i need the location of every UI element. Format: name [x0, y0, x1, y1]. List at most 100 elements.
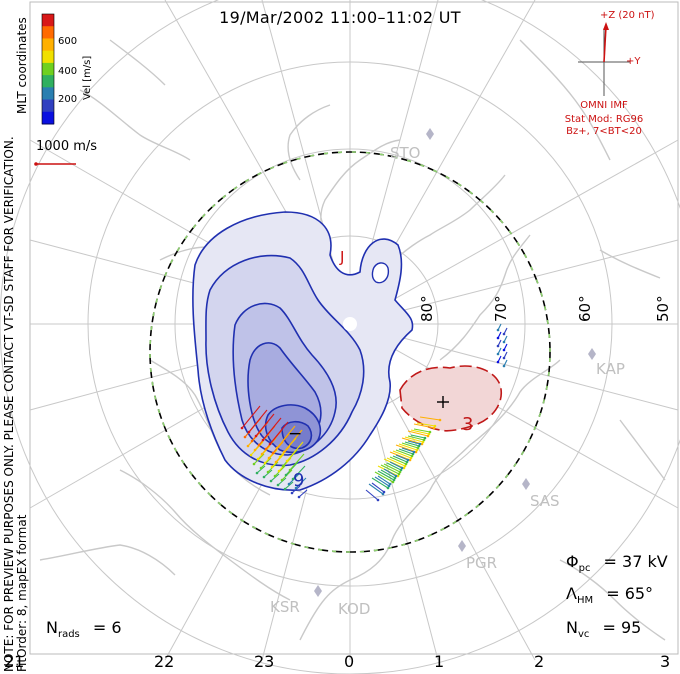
imf-z-label: +Z (20 nT): [600, 10, 655, 21]
velocity-vector-origin: [403, 464, 407, 468]
velocity-vector: [407, 435, 425, 441]
velocity-vector-origin: [496, 336, 500, 340]
mlt-hour-label: 1: [434, 652, 445, 671]
velocity-vector-origin: [496, 328, 500, 332]
velocity-vector: [383, 468, 397, 477]
velocity-vector-origin: [250, 439, 254, 443]
velocity-vector: [389, 451, 411, 461]
velocity-vector-origin: [276, 483, 280, 487]
velocity-vector: [283, 429, 303, 453]
velocity-vector-origin: [412, 450, 416, 454]
stat-phi-pc: Φpc = 37 kV: [566, 552, 668, 575]
velocity-vector-origin: [259, 466, 263, 470]
velocity-vector-origin: [255, 471, 259, 475]
velocity-vector: [416, 422, 436, 427]
imf-model: Stat Mod: RG96: [564, 114, 644, 125]
velocity-vector: [395, 449, 413, 457]
velocity-vector: [298, 489, 308, 498]
colorbar-segment: [42, 99, 54, 113]
contour-label-negative: 9: [293, 470, 305, 491]
velocity-vector-origin: [278, 455, 282, 459]
velocity-vector-origin: [260, 452, 264, 456]
velocity-vector-origin: [411, 452, 415, 456]
velocity-vector-origin: [496, 352, 500, 356]
colorbar-segment: [42, 75, 54, 88]
velocity-vector: [365, 489, 379, 501]
scale-vector-dot: [34, 162, 38, 166]
velocity-vector: [256, 465, 266, 474]
velocity-vector-origin: [502, 332, 506, 336]
pole-dot: [343, 317, 357, 331]
velocity-vector-origin: [394, 474, 398, 478]
velocity-vector-origin: [256, 457, 260, 461]
velocity-vector-origin: [423, 436, 427, 440]
velocity-vector-origin: [297, 495, 301, 499]
velocity-vector: [295, 477, 307, 489]
velocity-vector: [383, 463, 401, 473]
velocity-vector-origin: [287, 482, 291, 486]
velocity-vector: [277, 477, 287, 486]
velocity-vectors: [240, 323, 508, 502]
velocity-vector: [371, 482, 385, 493]
fit-order-text: FitOrder: 8, mapEX format: [15, 514, 29, 672]
velocity-vector-origin: [294, 486, 298, 490]
velocity-vector-origin: [404, 462, 408, 466]
velocity-vector-origin: [281, 464, 285, 468]
velocity-vector-origin: [496, 360, 500, 364]
velocity-vector-origin: [284, 473, 288, 477]
velocity-vector-origin: [261, 438, 265, 442]
stat-n-vc: Nvc = 95: [566, 618, 642, 641]
velocity-vector: [263, 469, 273, 478]
velocity-vector: [371, 477, 389, 489]
negative-potential-cell: [192, 211, 414, 491]
velocity-vector-origin: [264, 447, 268, 451]
colorbar-tick: 400: [58, 66, 78, 77]
velocity-vector-origin: [262, 475, 266, 479]
colorbar-tick: 200: [58, 94, 78, 105]
velocity-vector: [413, 423, 435, 429]
velocity-vector: [368, 483, 384, 495]
station-label-kod: KOD: [338, 600, 371, 618]
velocity-vector-origin: [432, 426, 436, 430]
colorbar-border: [41, 13, 55, 125]
velocity-vector-origin: [393, 476, 397, 480]
velocity-vector-origin: [502, 364, 506, 368]
colorbar-segment: [42, 26, 54, 39]
velocity-vector: [291, 485, 301, 494]
velocity-vector-origin: [406, 458, 410, 462]
map-title: 19/Mar/2002 11:00–11:02 UT: [219, 8, 461, 27]
velocity-vector-origin: [290, 491, 294, 495]
velocity-vector: [389, 461, 403, 469]
velocity-vector-origin: [409, 456, 413, 460]
velocity-vector-origin: [381, 492, 385, 496]
velocity-vector-origin: [376, 498, 380, 502]
latitude-label: 80°: [418, 295, 436, 322]
latitude-label: 70°: [492, 295, 510, 322]
velocity-vector: [284, 481, 294, 490]
contour-label-positive: 3: [462, 414, 474, 435]
velocity-vector-origin: [427, 432, 431, 436]
velocity-vector: [392, 455, 408, 463]
velocity-vector-origin: [266, 470, 270, 474]
velocity-vector: [286, 441, 304, 462]
velocity-vector-origin: [402, 466, 406, 470]
hm-boundary-green: [149, 151, 551, 553]
velocity-vector-origin: [285, 459, 289, 463]
velocity-vector-origin: [263, 461, 267, 465]
mlt-hour-label: 2: [534, 652, 545, 671]
velocity-vector-origin: [414, 450, 418, 454]
velocity-vector-origin: [399, 468, 403, 472]
station-markers: [314, 128, 596, 597]
velocity-vector-origin: [254, 434, 258, 438]
velocity-vector: [407, 430, 429, 437]
velocity-vector-origin: [410, 454, 414, 458]
velocity-vector: [419, 416, 441, 421]
station-label-pgr: PGR: [466, 554, 498, 572]
velocity-vector: [401, 437, 423, 445]
velocity-vector-origin: [291, 477, 295, 481]
velocity-vector-origin: [252, 462, 256, 466]
velocity-vector-origin: [387, 484, 391, 488]
velocity-vector-origin: [282, 450, 286, 454]
latitude-label: 50°: [654, 295, 672, 322]
